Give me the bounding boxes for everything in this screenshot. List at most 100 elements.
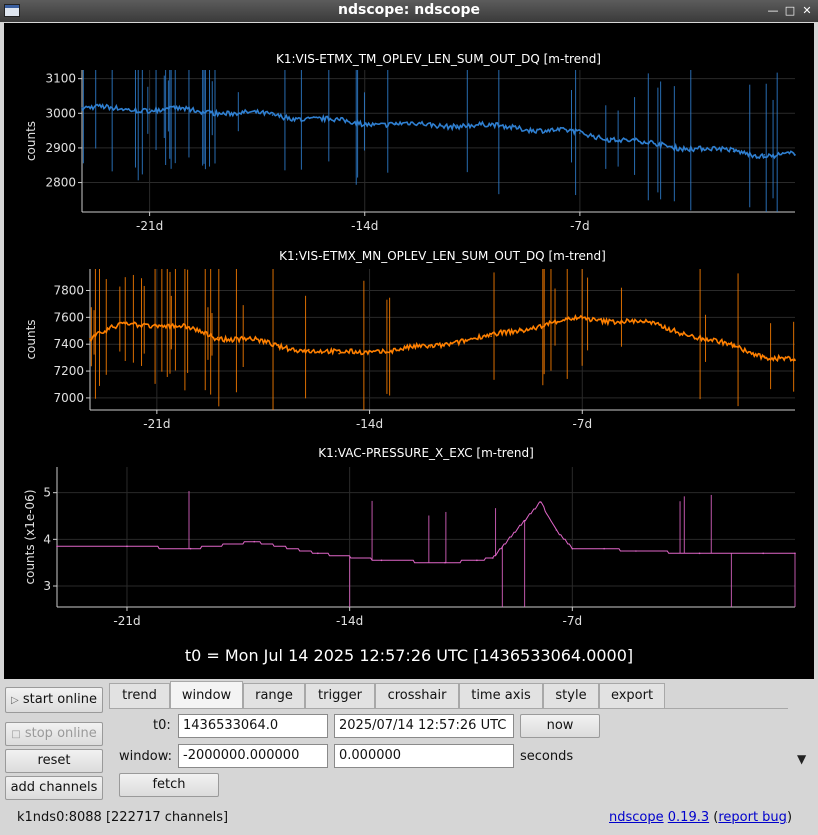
fetch-button[interactable]: fetch [119, 773, 219, 797]
plot-title-1: K1:VIS-ETMX_TM_OPLEV_LEN_SUM_OUT_DQ [m-t… [276, 52, 601, 66]
y-tick-label: 7000 [53, 391, 84, 405]
data-point [642, 321, 644, 324]
data-point [89, 338, 91, 340]
stop-online-button[interactable]: □ stop online [5, 722, 103, 746]
version-link[interactable]: 0.19.3 [667, 810, 710, 825]
data-point [56, 545, 58, 548]
t0-field-label: t0: [153, 718, 171, 733]
play-icon: ▷ [11, 695, 19, 706]
add-channels-button[interactable]: add channels [5, 776, 103, 800]
y-tick-label: 2900 [45, 141, 76, 155]
tab-crosshair[interactable]: crosshair [375, 683, 459, 708]
t0-gps-input[interactable]: 1436533064.0 [178, 714, 328, 738]
data-point [794, 552, 796, 555]
y-tick-label: 7200 [53, 364, 84, 378]
channel-count: [222717 channels] [105, 810, 229, 825]
ndscope-link[interactable]: ndscope [609, 810, 664, 825]
data-point [476, 559, 478, 562]
data-point [579, 132, 581, 134]
data-point [277, 346, 280, 348]
plots-canvas[interactable]: K1:VIS-ETMX_TM_OPLEV_LEN_SUM_OUT_DQ [m-t… [4, 23, 814, 679]
y-tick-label: 7600 [53, 310, 84, 324]
scroll-down-arrow-icon[interactable]: ▼ [797, 752, 807, 766]
data-point [763, 154, 766, 156]
tab-trigger[interactable]: trigger [305, 683, 375, 708]
data-point [640, 141, 643, 144]
x-tick-label: -7d [570, 219, 590, 233]
plot-title-3: K1:VAC-PRESSURE_X_EXC [m-trend] [318, 446, 534, 460]
y-tick-label: 7800 [53, 283, 84, 297]
x-tick-label: -21d [136, 219, 163, 233]
data-point [490, 335, 492, 337]
data-point [186, 327, 189, 329]
stop-online-label: stop online [24, 726, 97, 741]
data-point [672, 328, 675, 331]
x-tick-label: -21d [143, 417, 170, 431]
close-icon[interactable]: ✕ [802, 4, 812, 17]
maximize-icon[interactable]: □ [784, 4, 796, 17]
data-point [148, 108, 151, 110]
y-tick-label: 3000 [45, 106, 76, 120]
window-start-input[interactable]: -2000000.000000 [178, 744, 328, 768]
start-online-button[interactable]: ▷ start online [5, 687, 103, 713]
start-online-label: start online [22, 692, 97, 707]
window-titlebar: ndscope: ndscope — □ ✕ [0, 0, 818, 22]
data-point [399, 348, 401, 351]
data-point [126, 545, 128, 548]
data-point [429, 346, 432, 348]
tab-style[interactable]: style [543, 683, 599, 708]
window-field-label: window: [119, 749, 172, 764]
data-point [210, 110, 212, 113]
data-point [520, 328, 523, 331]
data-point [733, 346, 736, 348]
data-point [394, 123, 397, 126]
tab-trend[interactable]: trend [109, 683, 170, 708]
y-tick-label: 5 [43, 486, 51, 500]
x-tick-label: -7d [572, 417, 592, 431]
data-point [671, 145, 673, 147]
app-window-icon[interactable] [4, 4, 20, 17]
data-point [794, 154, 796, 156]
stop-icon: □ [11, 729, 21, 740]
seconds-label: seconds [520, 749, 574, 764]
t0-label: t0 = Mon Jul 14 2025 12:57:26 UTC [14365… [184, 646, 634, 665]
data-point [81, 107, 83, 109]
data-point [338, 352, 340, 355]
server-address: k1nds0:8088 [17, 810, 102, 825]
now-button[interactable]: now [520, 714, 600, 738]
y-tick-label: 3 [43, 579, 51, 593]
data-point [368, 350, 371, 352]
minimize-icon[interactable]: — [767, 4, 779, 17]
x-tick-label: -14d [351, 219, 378, 233]
report-bug-link[interactable]: report bug [718, 810, 787, 825]
series-line-1 [81, 103, 796, 160]
data-point [555, 529, 558, 531]
data-point [271, 114, 274, 116]
x-tick-label: -7d [563, 614, 583, 628]
tab-range[interactable]: range [243, 683, 305, 708]
data-point [635, 550, 637, 552]
data-point [523, 519, 526, 522]
data-point [307, 348, 310, 351]
data-point [492, 557, 494, 559]
x-tick-label: -14d [356, 417, 383, 431]
t0-utc-input[interactable]: 2025/07/14 12:57:26 UTC [334, 714, 514, 738]
x-tick-label: -14d [336, 614, 363, 628]
y-tick-label: 7400 [53, 337, 84, 351]
y-axis-label: counts [24, 121, 38, 161]
y-tick-label: 3100 [45, 72, 76, 86]
data-point [189, 547, 192, 550]
reset-button[interactable]: reset [5, 749, 103, 773]
data-point [216, 336, 219, 339]
data-point [333, 120, 335, 122]
tab-time-axis[interactable]: time axis [459, 683, 543, 708]
window-end-input[interactable]: 0.000000 [334, 744, 514, 768]
data-point [548, 129, 550, 132]
tab-export[interactable]: export [599, 683, 665, 708]
data-point [539, 501, 542, 503]
plot-title-2: K1:VIS-ETMX_MN_OPLEV_LEN_SUM_OUT_DQ [m-t… [279, 249, 606, 263]
tab-window[interactable]: window [170, 681, 243, 708]
data-point [125, 321, 128, 324]
data-point [363, 122, 366, 124]
data-point [253, 540, 256, 543]
